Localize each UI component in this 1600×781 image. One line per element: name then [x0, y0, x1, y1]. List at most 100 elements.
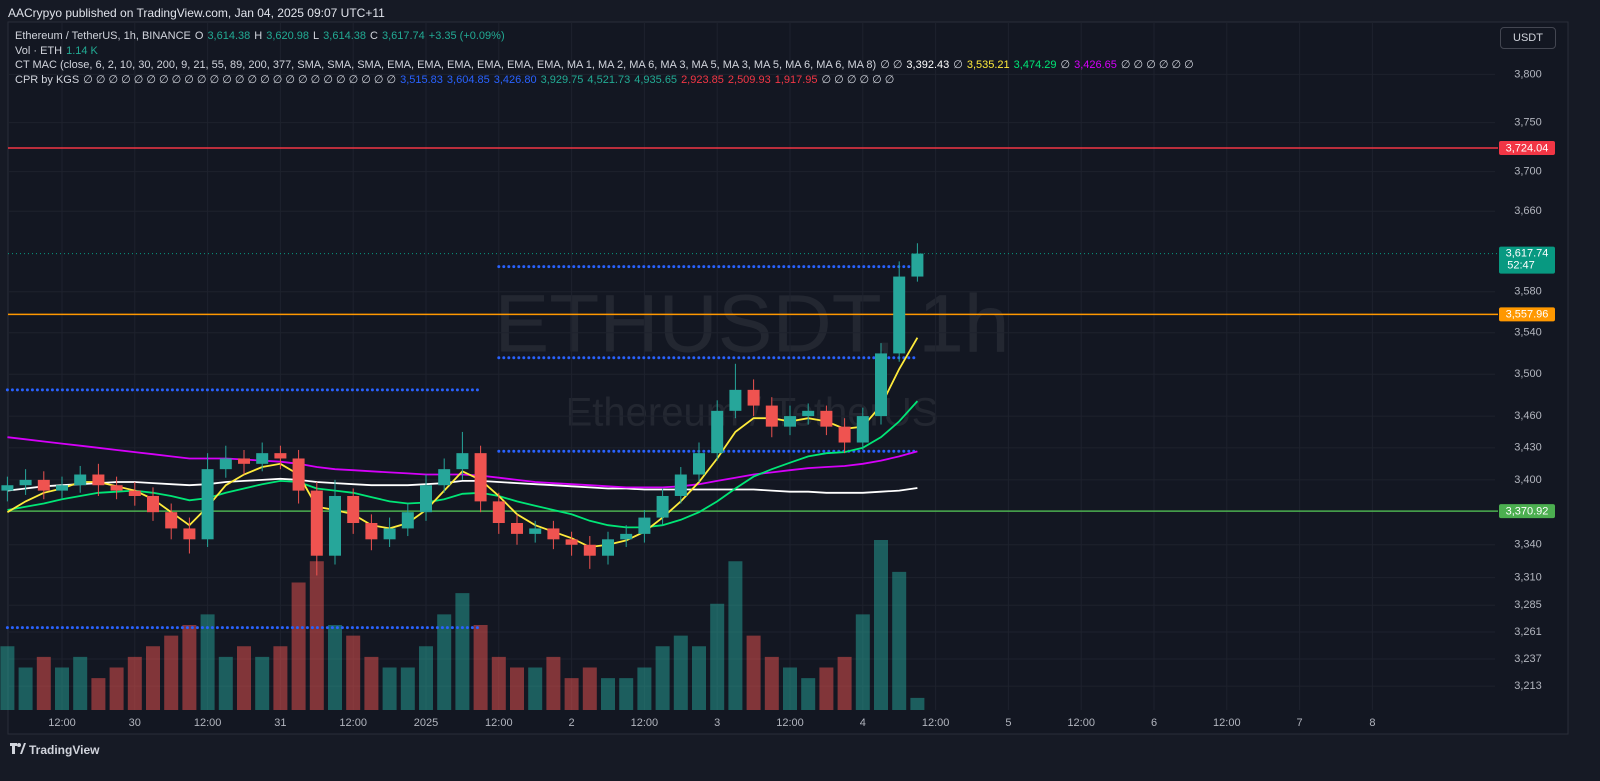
candle-body	[183, 528, 196, 540]
volume-bar	[73, 656, 88, 710]
candle-body	[784, 416, 796, 427]
x-tick-label: 12:00	[776, 717, 804, 729]
legend-item: 3,614.38	[323, 30, 366, 42]
candle-body	[802, 410, 815, 417]
candle-body	[893, 276, 906, 354]
candle-body	[128, 490, 141, 496]
candle-body	[820, 410, 833, 427]
legend-row: CT MAC (close, 6, 2, 10, 30, 200, 9, 21,…	[15, 58, 1198, 73]
candle-body	[165, 512, 178, 529]
x-tick-label: 12:00	[485, 717, 513, 729]
candle-body	[347, 495, 360, 524]
legend-item: 3,604.85	[446, 73, 490, 86]
legend-item: 1.14 K	[66, 44, 98, 57]
volume-bar	[692, 646, 706, 710]
legend-item: 2,923.85	[681, 73, 724, 86]
volume-bar	[710, 603, 725, 710]
logo	[10, 743, 26, 754]
currency-button[interactable]: USDT	[1500, 27, 1556, 49]
candle-body	[693, 453, 705, 475]
volume-bar	[364, 656, 379, 710]
volume-bar	[36, 656, 51, 710]
y-tick-label: 3,800	[1514, 68, 1542, 80]
candle-body	[529, 528, 542, 534]
candle-body	[856, 416, 869, 443]
candle-body	[401, 512, 414, 529]
legend-item: CT MAC (close, 6, 2, 10, 30, 200, 9, 21,…	[15, 59, 877, 72]
legend-item: Vol · ETH	[15, 44, 63, 57]
volume-bar	[382, 667, 397, 710]
volume-bar	[819, 667, 834, 710]
volume-bar	[237, 646, 251, 710]
legend-item: 3,929.75	[540, 73, 584, 86]
candle-body	[1, 485, 14, 491]
y-tick-label: 3,430	[1514, 442, 1542, 454]
volume-bar	[291, 582, 306, 710]
x-tick-label: 30	[129, 717, 141, 729]
y-tick-label: 3,285	[1514, 599, 1542, 611]
x-tick-label: 7	[1297, 717, 1303, 729]
volume-bar	[874, 540, 888, 710]
candle-body	[583, 544, 596, 556]
brand: TradingView	[29, 743, 100, 757]
candle-body	[492, 501, 505, 524]
candle-body	[238, 458, 250, 464]
price-label-box	[1499, 504, 1555, 519]
legend-item: 1,917.95	[774, 73, 818, 86]
price-label: 3,557.96	[1506, 309, 1549, 321]
legend-item: 3,535.21	[966, 59, 1010, 72]
legend-item: ∅ ∅	[880, 59, 903, 72]
volume-bar	[892, 571, 907, 710]
candle-body	[383, 528, 396, 540]
legend-row: Vol · ETH 1.14 K	[15, 44, 1198, 59]
x-tick-label: 5	[1005, 717, 1011, 729]
candle-body	[620, 533, 633, 540]
legend-item: +3.35 (+0.09%)	[428, 30, 505, 42]
legend-row: CPR by KGS ∅ ∅ ∅ ∅ ∅ ∅ ∅ ∅ ∅ ∅ ∅ ∅ ∅ ∅ ∅ …	[15, 73, 1198, 88]
x-tick-label: 6	[1151, 717, 1157, 729]
candle-body	[274, 453, 287, 459]
volume-bar	[419, 646, 433, 710]
legend-item: 3,515.83	[400, 73, 443, 86]
candle-body	[656, 495, 669, 518]
candle-body	[602, 539, 614, 556]
candle-body	[329, 495, 341, 556]
legend-item: H	[254, 30, 263, 42]
x-tick-label: 12:00	[1067, 717, 1095, 729]
legend-item: 4,935.65	[634, 73, 678, 86]
legend-row: Ethereum / TetherUS, 1h, BINANCE O 3,614.3…	[15, 29, 1198, 44]
volume-bar	[564, 678, 579, 710]
ma-line	[7, 477, 918, 494]
y-tick-label: 3,540	[1514, 327, 1542, 339]
candle-body	[511, 523, 523, 534]
volume-bar	[182, 625, 197, 710]
volume-bar	[218, 656, 233, 710]
candle-body	[674, 474, 687, 496]
x-tick-label: 12:00	[194, 717, 222, 729]
candle-body	[565, 539, 578, 545]
candle-body	[19, 479, 32, 486]
volume-bar	[673, 635, 688, 710]
y-tick-label: 3,400	[1514, 474, 1542, 486]
published-line: AACrypyo published on TradingView.com, J…	[8, 6, 385, 20]
legend-item: 2,509.93	[727, 73, 771, 86]
legend-item: 3,614.38	[207, 30, 251, 42]
legend-item: L	[313, 30, 320, 42]
price-label: 3,724.04	[1506, 142, 1549, 154]
candle-body	[37, 479, 50, 491]
candle-body	[56, 485, 68, 491]
volume-bar	[783, 667, 797, 710]
y-tick-label: 3,700	[1514, 166, 1542, 178]
candle-body	[638, 517, 651, 534]
legend-item: ∅	[953, 59, 963, 72]
volume-bar	[528, 667, 543, 710]
y-tick-label: 3,580	[1514, 286, 1542, 298]
candle-body	[911, 253, 924, 277]
legend-item: ∅ ∅ ∅ ∅ ∅ ∅ ∅ ∅ ∅ ∅ ∅ ∅ ∅ ∅ ∅ ∅ ∅ ∅ ∅ ∅ …	[83, 73, 397, 86]
volume-bar	[910, 697, 925, 710]
volume-bar	[18, 667, 33, 710]
candle-body	[110, 485, 123, 491]
legend-item: ∅	[1060, 59, 1071, 72]
volume-bar	[764, 656, 779, 710]
